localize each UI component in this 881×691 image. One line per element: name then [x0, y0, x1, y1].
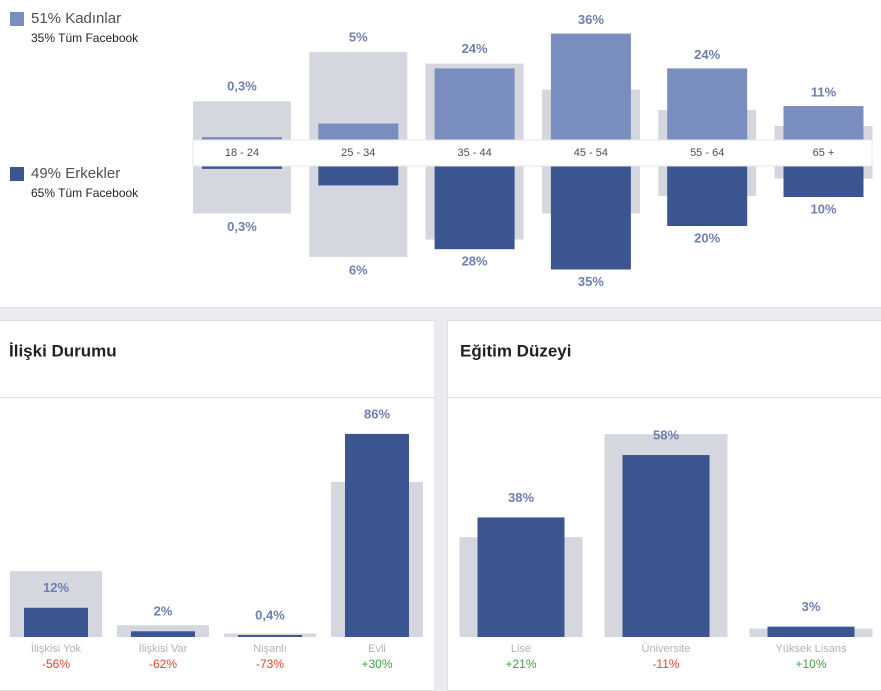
- x-tick-label: 25 - 34: [341, 147, 375, 159]
- x-tick-label: İlişkisi Var: [139, 642, 188, 655]
- value-label: 3%: [802, 599, 821, 614]
- bar: [131, 631, 195, 637]
- bar: [24, 607, 88, 637]
- x-tick-label: Yüksek Lisans: [776, 643, 847, 655]
- x-tick-label: 55 - 64: [690, 147, 724, 159]
- change-label: -62%: [149, 657, 177, 671]
- axis-band: [192, 139, 873, 167]
- baseline-bar: [117, 625, 209, 637]
- change-label: +30%: [361, 657, 392, 671]
- value-label: 2%: [154, 604, 173, 619]
- value-label: 28%: [462, 254, 488, 269]
- value-label: 36%: [578, 12, 604, 27]
- value-label: 0,3%: [227, 219, 257, 234]
- bar: [550, 153, 631, 270]
- bar: [622, 455, 710, 637]
- value-label: 24%: [694, 47, 720, 62]
- value-label: 0,3%: [227, 79, 257, 94]
- value-label: 86%: [364, 406, 390, 421]
- value-label: 35%: [578, 274, 604, 289]
- legend-subtitle: 35% Tüm Facebook: [31, 31, 139, 45]
- x-tick-label: Lise: [511, 643, 531, 655]
- value-label: 38%: [508, 490, 534, 505]
- change-label: +10%: [795, 657, 826, 671]
- change-label: -11%: [652, 657, 679, 671]
- change-label: +21%: [505, 657, 536, 671]
- legend-label: 51% Kadınlar: [31, 10, 121, 27]
- bar: [667, 68, 748, 153]
- bar: [767, 626, 855, 637]
- x-tick-label: 45 - 54: [574, 147, 608, 159]
- change-label: -73%: [256, 657, 284, 671]
- value-label: 0,4%: [255, 607, 285, 622]
- x-tick-label: İlişkisi Yok: [31, 642, 82, 655]
- value-label: 24%: [462, 41, 488, 56]
- bar: [345, 433, 409, 637]
- x-tick-label: 35 - 44: [457, 147, 491, 159]
- value-label: 5%: [349, 29, 368, 44]
- bar: [550, 33, 631, 153]
- bar: [434, 153, 515, 250]
- legend-swatch: [10, 12, 24, 26]
- bar: [477, 517, 565, 637]
- value-label: 6%: [349, 262, 368, 277]
- value-label: 10%: [810, 201, 836, 216]
- value-label: 11%: [811, 85, 837, 100]
- card-title: Eğitim Düzeyi: [460, 341, 571, 360]
- x-tick-label: Evli: [368, 643, 386, 655]
- x-tick-label: Nişanlı: [253, 643, 287, 655]
- legend-swatch: [10, 167, 24, 181]
- legend-subtitle: 65% Tüm Facebook: [31, 186, 139, 200]
- card-title: İlişki Durumu: [9, 341, 117, 360]
- legend-label: 49% Erkekler: [31, 165, 120, 182]
- x-tick-label: Üniversite: [642, 643, 691, 655]
- bar: [434, 68, 515, 153]
- value-label: 12%: [43, 580, 69, 595]
- change-label: -56%: [42, 657, 70, 671]
- value-label: 58%: [653, 427, 679, 442]
- x-tick-label: 65 +: [813, 147, 835, 159]
- value-label: 20%: [694, 230, 720, 245]
- x-tick-label: 18 - 24: [225, 147, 259, 159]
- bar: [238, 635, 302, 637]
